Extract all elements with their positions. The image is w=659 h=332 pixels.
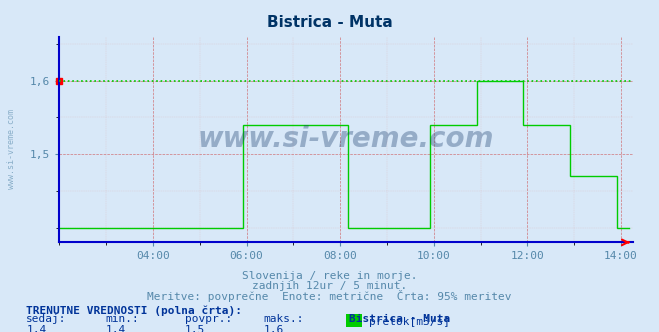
Text: zadnjih 12ur / 5 minut.: zadnjih 12ur / 5 minut.: [252, 281, 407, 290]
Text: www.si-vreme.com: www.si-vreme.com: [198, 125, 494, 153]
Text: 1,4: 1,4: [26, 325, 47, 332]
Text: 1,6: 1,6: [264, 325, 284, 332]
Text: Bistrica - Muta: Bistrica - Muta: [349, 314, 451, 324]
Text: pretok[m3/s]: pretok[m3/s]: [369, 317, 450, 327]
Text: Slovenija / reke in morje.: Slovenija / reke in morje.: [242, 271, 417, 281]
Text: TRENUTNE VREDNOSTI (polna črta):: TRENUTNE VREDNOSTI (polna črta):: [26, 305, 243, 316]
Text: maks.:: maks.:: [264, 314, 304, 324]
Text: sedaj:: sedaj:: [26, 314, 67, 324]
Text: www.si-vreme.com: www.si-vreme.com: [7, 110, 16, 189]
Text: min.:: min.:: [105, 314, 139, 324]
Text: Meritve: povprečne  Enote: metrične  Črta: 95% meritev: Meritve: povprečne Enote: metrične Črta:…: [147, 290, 512, 302]
Text: 1,4: 1,4: [105, 325, 126, 332]
Text: Bistrica - Muta: Bistrica - Muta: [267, 15, 392, 30]
Text: 1,5: 1,5: [185, 325, 205, 332]
Text: povpr.:: povpr.:: [185, 314, 232, 324]
